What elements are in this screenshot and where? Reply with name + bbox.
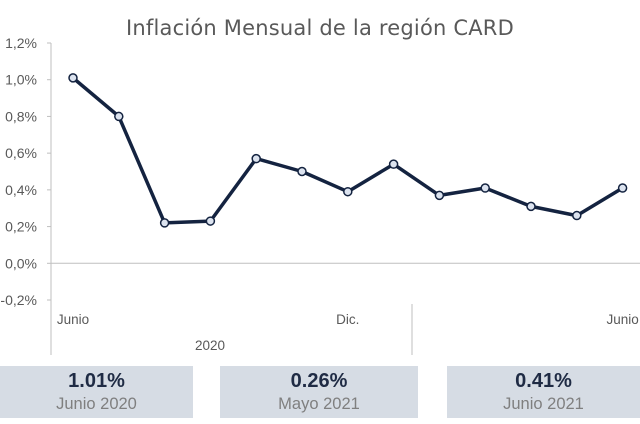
stat-card-3: 0.41% Junio 2021 [447, 366, 640, 418]
chart-title: Inflación Mensual de la región CARD [126, 16, 514, 40]
stat-card-value: 1.01% [68, 370, 125, 392]
stat-card-label: Junio 2021 [503, 395, 584, 413]
x-tick-label: Junio [57, 312, 89, 327]
y-tick-label: 0,4% [5, 182, 37, 198]
y-tick-label: 1,0% [5, 72, 37, 88]
stat-card-label: Mayo 2021 [278, 395, 360, 413]
stat-card-value: 0.41% [515, 370, 572, 392]
data-point [159, 218, 170, 228]
data-point [205, 216, 216, 226]
stat-card-value: 0.26% [290, 370, 348, 392]
y-tick-label: -0,2% [0, 292, 37, 308]
y-tick-label: 0,0% [5, 255, 37, 271]
data-point [343, 186, 353, 197]
y-tick-label: 0,2% [5, 219, 37, 235]
x-tick-label: Dic. [336, 312, 359, 327]
data-point [617, 183, 628, 193]
y-tick-label: 0,6% [5, 145, 37, 161]
y-tick-label: 0,8% [5, 108, 37, 124]
stat-card-2: 0.26% Mayo 2021 [220, 366, 418, 418]
data-point [68, 73, 78, 83]
x-group-label: 2020 [195, 338, 225, 353]
data-point [480, 183, 490, 193]
data-point [388, 159, 399, 169]
y-tick-label: 1,2% [5, 35, 37, 51]
data-point [526, 201, 536, 212]
stat-card-label: Junio 2020 [56, 395, 137, 413]
data-point [297, 166, 307, 177]
data-point [572, 210, 582, 221]
stat-card-1: 1.01% Junio 2020 [0, 366, 193, 418]
data-point [434, 190, 445, 201]
data-point [251, 153, 261, 164]
data-point [114, 111, 124, 122]
series-line [71, 76, 624, 225]
x-tick-label: Junio [606, 312, 638, 327]
